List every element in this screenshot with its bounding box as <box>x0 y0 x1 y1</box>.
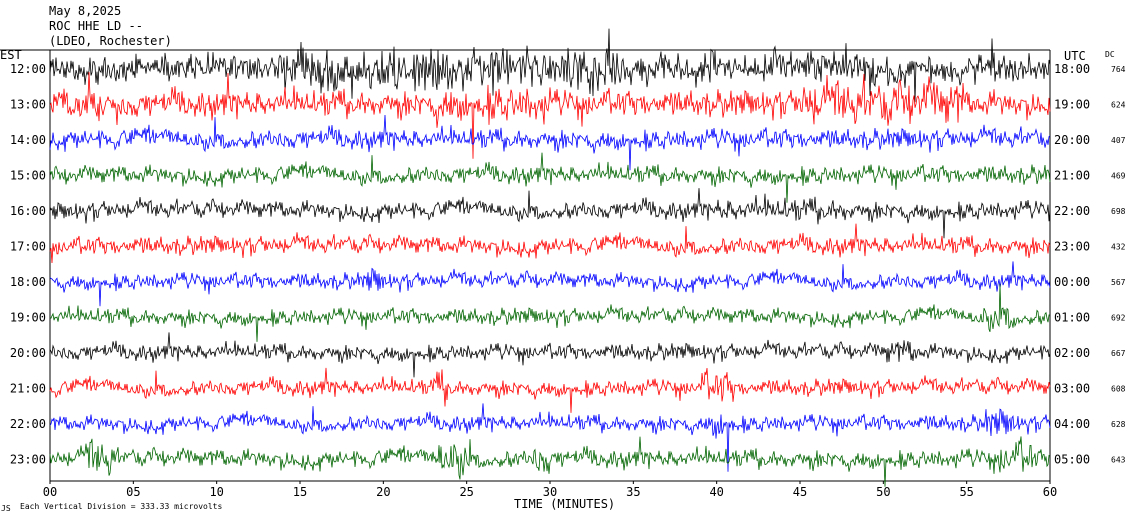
dc-value: 407 <box>1111 136 1126 145</box>
est-tick-label: 22:00 <box>10 417 46 431</box>
dc-value: 469 <box>1111 172 1126 181</box>
vertical-scale-note: Each Vertical Division = 333.33 microvol… <box>20 502 223 511</box>
utc-tick-label: 04:00 <box>1054 417 1090 431</box>
trace-2300 <box>49 436 1051 487</box>
trace-1200 <box>49 28 1051 103</box>
x-tick-label: 60 <box>1043 485 1057 499</box>
dc-value: 698 <box>1111 207 1126 216</box>
trace-1700 <box>49 223 1051 264</box>
est-tick-label: 20:00 <box>10 346 46 360</box>
utc-tick-label: 23:00 <box>1054 240 1090 254</box>
dc-value: 432 <box>1111 243 1126 252</box>
trace-1900 <box>49 283 1051 342</box>
x-tick-label: 25 <box>459 485 473 499</box>
station-label: ROC HHE LD -- <box>49 19 143 33</box>
trace-1300 <box>49 71 1051 159</box>
trace-2000 <box>49 332 1051 378</box>
trace-1800 <box>49 261 1051 307</box>
dc-value: 567 <box>1111 278 1126 287</box>
x-tick-label: 40 <box>709 485 723 499</box>
dc-value: 643 <box>1111 456 1126 465</box>
utc-axis-label: UTC <box>1064 49 1086 63</box>
dc-value: 624 <box>1111 101 1126 110</box>
utc-tick-label: 02:00 <box>1054 346 1090 360</box>
dc-value: 764 <box>1111 65 1126 74</box>
est-tick-label: 13:00 <box>10 98 46 112</box>
est-axis-label: EST <box>0 48 22 62</box>
logo-mark: JS <box>1 504 11 513</box>
trace-2100 <box>49 367 1051 413</box>
est-tick-label: 14:00 <box>10 133 46 147</box>
utc-tick-label: 03:00 <box>1054 382 1090 396</box>
dc-column-label: DC <box>1105 50 1115 59</box>
date-label: May 8,2025 <box>49 4 122 18</box>
utc-tick-label: 22:00 <box>1054 204 1090 218</box>
utc-tick-label: 20:00 <box>1054 133 1090 147</box>
x-tick-label: 15 <box>293 485 307 499</box>
dc-value: 667 <box>1111 349 1126 358</box>
est-tick-label: 23:00 <box>10 453 46 467</box>
dc-value: 692 <box>1111 314 1126 323</box>
est-tick-label: 17:00 <box>10 240 46 254</box>
trace-1400 <box>49 114 1051 171</box>
trace-1600 <box>49 188 1051 239</box>
utc-tick-label: 05:00 <box>1054 453 1090 467</box>
utc-tick-label: 00:00 <box>1054 275 1090 289</box>
x-tick-label: 20 <box>376 485 390 499</box>
dc-value: 608 <box>1111 385 1126 394</box>
utc-tick-label: 19:00 <box>1054 98 1090 112</box>
utc-tick-label: 18:00 <box>1054 62 1090 76</box>
x-tick-label: 55 <box>959 485 973 499</box>
x-tick-label: 00 <box>43 485 57 499</box>
est-tick-label: 16:00 <box>10 204 46 218</box>
x-tick-label: 10 <box>209 485 223 499</box>
location-label: (LDEO, Rochester) <box>49 34 172 48</box>
x-tick-label: 50 <box>876 485 890 499</box>
x-tick-label: 05 <box>126 485 140 499</box>
trace-1500 <box>49 152 1051 203</box>
x-tick-label: 30 <box>543 485 557 499</box>
trace-2200 <box>49 403 1051 472</box>
est-tick-label: 15:00 <box>10 169 46 183</box>
x-tick-label: 45 <box>793 485 807 499</box>
est-tick-label: 18:00 <box>10 275 46 289</box>
est-tick-label: 12:00 <box>10 62 46 76</box>
est-tick-label: 21:00 <box>10 382 46 396</box>
x-tick-label: 35 <box>626 485 640 499</box>
utc-tick-label: 21:00 <box>1054 169 1090 183</box>
dc-value: 628 <box>1111 420 1126 429</box>
utc-tick-label: 01:00 <box>1054 311 1090 325</box>
x-axis-label: TIME (MINUTES) <box>514 497 616 511</box>
est-tick-label: 19:00 <box>10 311 46 325</box>
